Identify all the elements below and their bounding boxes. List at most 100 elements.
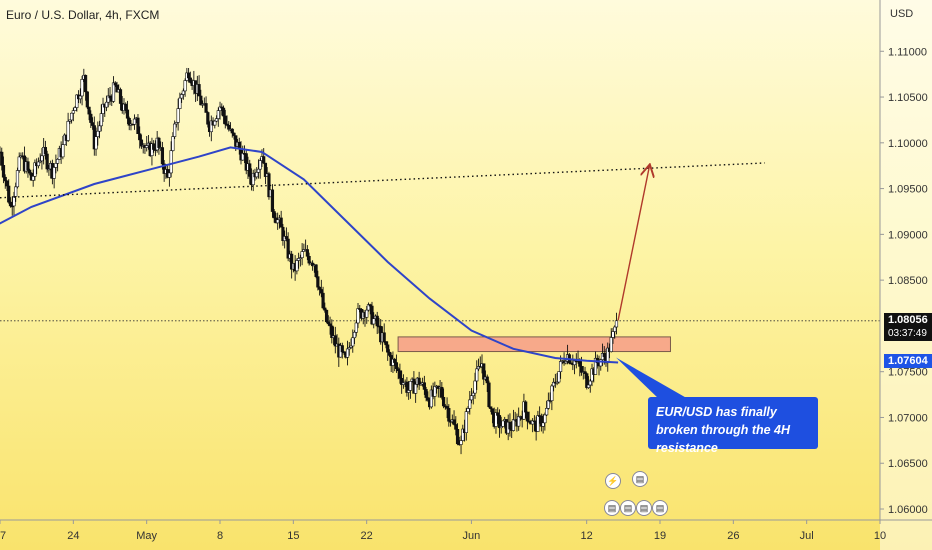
- candle-body: [73, 107, 77, 111]
- y-tick-label: 1.07000: [888, 412, 928, 424]
- candle-body: [372, 318, 376, 325]
- candle-body: [328, 323, 332, 327]
- candle-body: [145, 145, 149, 148]
- candle-body: [351, 337, 355, 347]
- us-flag-event-icon[interactable]: ▤: [652, 500, 668, 516]
- candle-body: [314, 264, 318, 277]
- candle-body: [124, 103, 128, 111]
- candle-body: [300, 251, 304, 258]
- candle-body: [558, 361, 563, 372]
- candle-body: [138, 133, 142, 141]
- candle-body: [407, 390, 411, 393]
- candle-body: [307, 255, 311, 264]
- lightning-icon[interactable]: ⚡: [605, 473, 621, 489]
- candle-body: [524, 401, 528, 413]
- candle-body: [578, 360, 582, 367]
- candle-body: [433, 386, 437, 397]
- candle-body: [214, 118, 219, 122]
- candle-body: [468, 399, 472, 409]
- candle-body: [187, 72, 191, 79]
- candle-body: [602, 353, 606, 357]
- candle-body: [375, 315, 379, 327]
- candle-body: [256, 168, 261, 173]
- candle-body: [469, 395, 474, 401]
- x-tick-label: 17: [0, 530, 6, 542]
- candle-body: [108, 95, 112, 99]
- candle-body: [258, 160, 262, 170]
- candle-body: [408, 380, 412, 391]
- callout-pointer: [616, 357, 690, 400]
- x-tick-label: Jun: [463, 530, 481, 542]
- us-flag-event-icon[interactable]: ▤: [604, 500, 620, 516]
- candle-body: [43, 147, 48, 155]
- candle-body: [80, 79, 84, 97]
- x-tick-label: 15: [287, 530, 299, 542]
- candle-body: [546, 400, 550, 409]
- candle-body: [197, 84, 201, 97]
- candle-body: [157, 137, 161, 148]
- candle-body: [447, 408, 451, 422]
- candle-body: [176, 108, 180, 123]
- y-tick-label: 1.06000: [888, 504, 928, 516]
- candle-body: [248, 163, 252, 177]
- candle-body: [183, 80, 187, 92]
- candle-body: [441, 396, 446, 407]
- candle-body: [199, 95, 203, 106]
- us-flag-event-icon[interactable]: ▤: [632, 471, 648, 487]
- candle-body: [173, 123, 177, 137]
- x-tick-label: May: [136, 530, 157, 542]
- candle-body: [61, 144, 65, 158]
- chart-title: Euro / U.S. Dollar, 4h, FXCM: [6, 8, 160, 22]
- y-tick-label: 1.09000: [888, 229, 928, 241]
- candle-body: [496, 412, 500, 416]
- candle-body: [545, 408, 549, 416]
- candle-body: [136, 117, 140, 135]
- annotation-callout: EUR/USD has finally broken through the 4…: [648, 397, 818, 455]
- candle-body: [104, 101, 109, 108]
- candle-body: [209, 120, 213, 133]
- candle-body: [305, 249, 309, 257]
- candle-body: [290, 253, 294, 270]
- candle-body: [272, 211, 276, 219]
- candle-body: [167, 172, 171, 178]
- currency-label: USD: [890, 8, 914, 20]
- candle-body: [14, 186, 18, 197]
- projection-arrow: [617, 166, 649, 321]
- candle-body: [279, 217, 283, 228]
- candle-body: [459, 440, 463, 445]
- y-tick-label: 1.10000: [888, 138, 928, 150]
- candle-body: [26, 161, 30, 171]
- us-flag-event-icon[interactable]: ▤: [636, 500, 652, 516]
- candle-body: [414, 384, 418, 394]
- candle-body: [125, 109, 130, 119]
- candle-body: [426, 397, 430, 401]
- candle-body: [393, 358, 397, 363]
- candle-body: [424, 389, 428, 398]
- candle-body: [94, 136, 98, 150]
- x-tick-label: 26: [727, 530, 739, 542]
- candle-body: [230, 128, 234, 134]
- candle-body: [588, 380, 592, 386]
- y-axis-panel: [880, 0, 932, 550]
- candle-body: [262, 156, 266, 164]
- candle-body: [276, 219, 280, 224]
- candle-body: [216, 110, 220, 119]
- y-tick-label: 1.06500: [888, 458, 928, 470]
- candle-body: [317, 286, 322, 290]
- candle-body: [0, 151, 4, 166]
- candle-body: [417, 377, 421, 385]
- candle-body: [466, 408, 470, 412]
- candle-body: [541, 422, 545, 427]
- candle-body: [543, 414, 547, 424]
- current-price-badge: 1.08056 03:37:49: [884, 313, 932, 341]
- current-price-value: 1.08056: [888, 314, 928, 326]
- candle-body: [455, 429, 460, 445]
- candle-body: [422, 382, 426, 390]
- candle-body: [471, 392, 475, 396]
- moving-average-badge: 1.07604: [884, 354, 932, 368]
- candle-body: [89, 113, 93, 123]
- us-flag-event-icon[interactable]: ▤: [620, 500, 636, 516]
- candle-body: [97, 125, 102, 132]
- candle-body: [452, 419, 456, 425]
